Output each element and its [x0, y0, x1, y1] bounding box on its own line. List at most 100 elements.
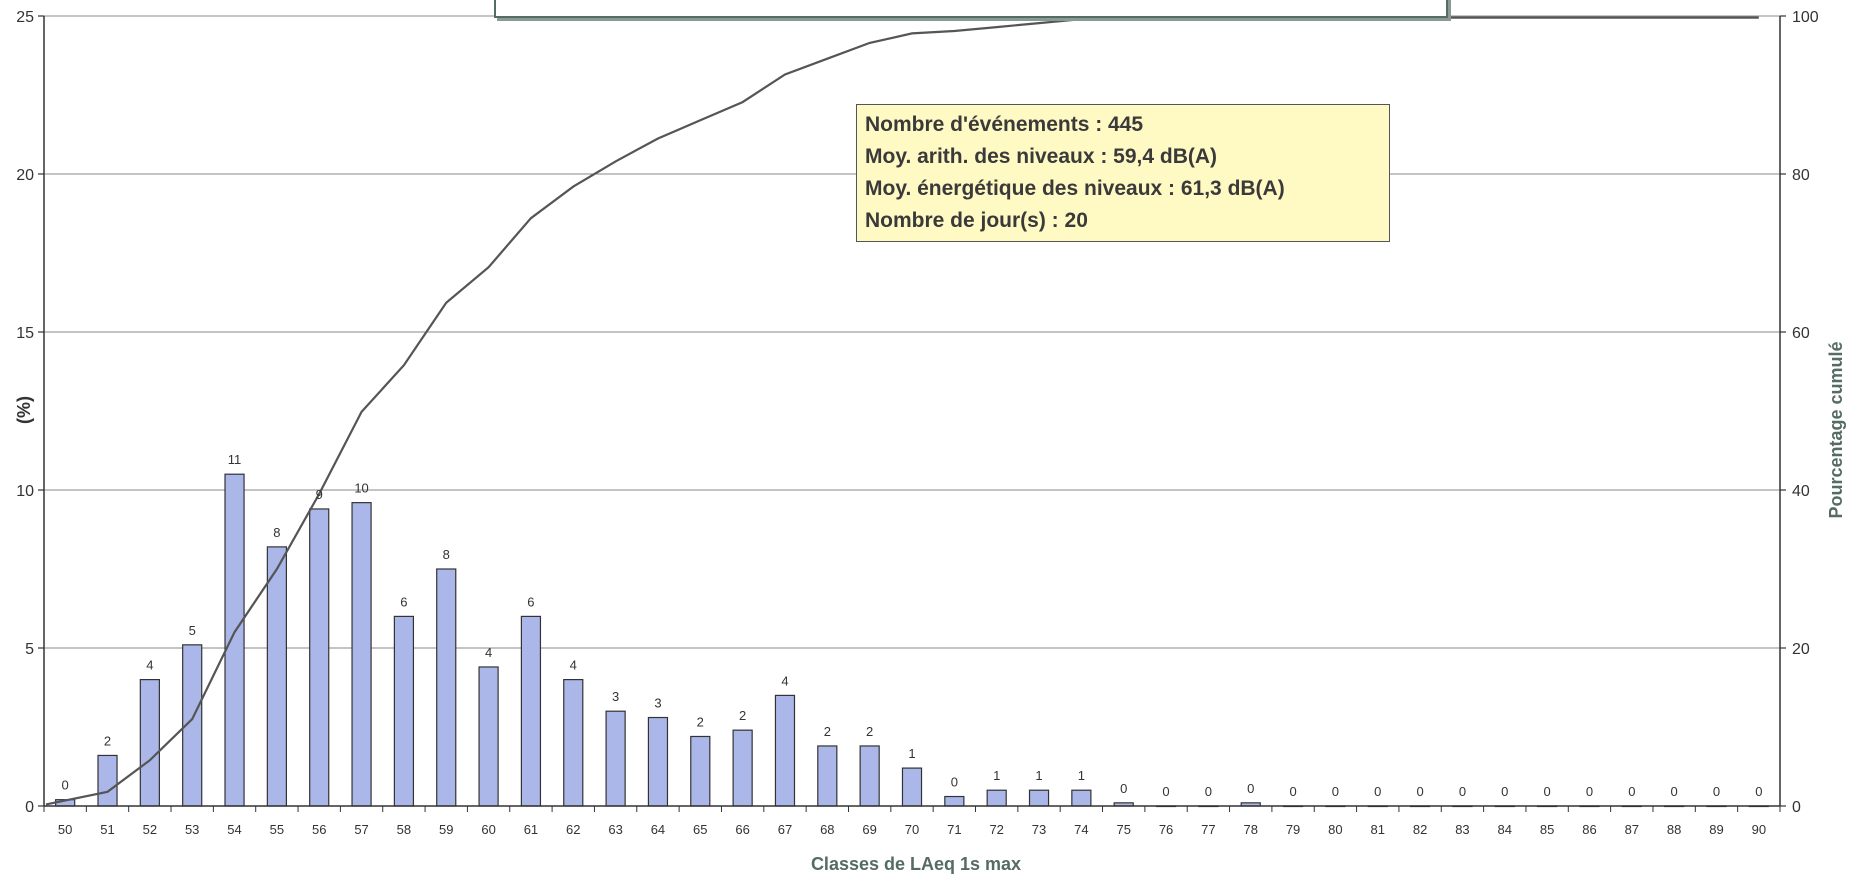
data-label: 3 [612, 689, 619, 704]
data-label: 2 [697, 714, 704, 729]
x-tick-label: 75 [1116, 822, 1130, 837]
x-tick-label: 86 [1582, 822, 1596, 837]
bar [520, 615, 542, 807]
x-tick-label: 69 [862, 822, 876, 837]
data-label: 0 [1586, 784, 1593, 799]
bars [55, 473, 1769, 808]
x-tick-label: 71 [947, 822, 961, 837]
data-label: 4 [485, 645, 492, 660]
x-tick-label: 68 [820, 822, 834, 837]
data-label: 8 [443, 547, 450, 562]
data-label: 1 [1035, 768, 1042, 783]
x-tick-label: 53 [185, 822, 199, 837]
data-label: 4 [146, 658, 153, 673]
x-tick-label: 58 [397, 822, 411, 837]
x-tick-label: 78 [1243, 822, 1257, 837]
y-axis-left-title: (%) [14, 396, 34, 424]
data-label: 0 [1628, 784, 1635, 799]
stats-line-arith-mean: Moy. arith. des niveaux : 59,4 dB(A) [865, 145, 1218, 168]
data-label: 0 [1374, 784, 1381, 799]
x-tick-label: 80 [1328, 822, 1342, 837]
chart-title-box [494, 0, 1448, 18]
x-tick-label: 74 [1074, 822, 1088, 837]
data-label: 0 [62, 778, 69, 793]
data-label: 0 [1416, 784, 1423, 799]
x-tick-label: 65 [693, 822, 707, 837]
cumulative-line [45, 16, 1759, 806]
bar [563, 678, 584, 807]
data-label: 3 [654, 696, 661, 711]
y-left-tick-label: 20 [16, 167, 34, 184]
x-tick-label: 57 [354, 822, 368, 837]
bar [139, 678, 160, 807]
bar [817, 745, 838, 807]
x-tick-label: 70 [905, 822, 919, 837]
bar [309, 508, 330, 807]
data-label: 0 [1247, 781, 1254, 796]
y-left-tick-label: 15 [16, 325, 34, 342]
data-label: 0 [1162, 784, 1169, 799]
bar [266, 546, 288, 807]
data-label: 6 [527, 594, 534, 609]
data-label: 1 [1078, 768, 1085, 783]
x-tick-label: 82 [1413, 822, 1427, 837]
bar [944, 795, 965, 807]
data-label: 0 [1205, 784, 1212, 799]
x-tick-label: 67 [778, 822, 792, 837]
bar [986, 789, 1007, 807]
x-tick-label: 79 [1286, 822, 1300, 837]
data-label: 2 [866, 724, 873, 739]
stats-line-events: Nombre d'événements : 445 [865, 113, 1144, 136]
axes [38, 15, 1786, 812]
bar [774, 694, 796, 807]
data-label: 11 [228, 452, 242, 467]
data-label: 2 [104, 733, 111, 748]
bar [1071, 789, 1092, 807]
data-label: 10 [354, 481, 368, 496]
data-label: 5 [189, 623, 196, 638]
x-tick-label: 62 [566, 822, 580, 837]
bar [901, 767, 923, 807]
x-tick-label: 63 [608, 822, 622, 837]
bar [859, 745, 880, 807]
x-tick-label: 51 [100, 822, 114, 837]
x-tick-label: 88 [1667, 822, 1681, 837]
data-label: 8 [273, 525, 280, 540]
x-tick-label: 52 [143, 822, 157, 837]
x-tick-label: 87 [1625, 822, 1639, 837]
y-left-tick-label: 25 [16, 9, 34, 26]
x-tick-label: 59 [439, 822, 453, 837]
data-label: 1 [993, 768, 1000, 783]
data-label: 4 [570, 658, 577, 673]
data-label: 9 [316, 487, 323, 502]
data-label: 0 [1120, 781, 1127, 796]
y-right-tick-label: 100 [1792, 9, 1819, 26]
bar [1028, 789, 1050, 807]
x-tick-label: 50 [58, 822, 72, 837]
x-tick-label: 81 [1371, 822, 1385, 837]
bar [732, 729, 753, 807]
y-right-tick-label: 80 [1792, 167, 1810, 184]
x-tick-label: 76 [1159, 822, 1173, 837]
y-left-tick-label: 0 [25, 799, 34, 816]
x-tick-label: 55 [270, 822, 284, 837]
cumulative-line-group [45, 16, 1759, 806]
bar [690, 735, 711, 807]
data-label: 0 [1671, 784, 1678, 799]
x-tick-label: 83 [1455, 822, 1469, 837]
bar [605, 710, 626, 807]
data-label: 2 [739, 708, 746, 723]
bar [478, 666, 499, 807]
x-tick-label: 66 [735, 822, 749, 837]
x-tick-label: 90 [1752, 822, 1766, 837]
y-left-tick-label: 10 [16, 483, 34, 500]
x-tick-label: 77 [1201, 822, 1215, 837]
bar [436, 568, 457, 807]
x-tick-label: 84 [1498, 822, 1512, 837]
x-tick-label: 54 [227, 822, 241, 837]
data-label: 0 [1544, 784, 1551, 799]
data-label: 6 [400, 594, 407, 609]
bar [393, 615, 415, 807]
